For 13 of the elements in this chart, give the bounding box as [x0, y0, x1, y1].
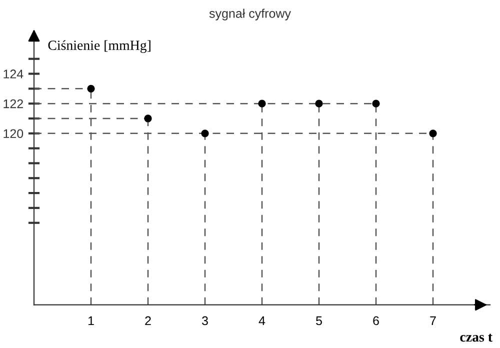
y-tick-label: 122 [4, 99, 23, 108]
x-tick-label: 6 [373, 316, 379, 326]
x-axis-title: czas t [460, 334, 492, 342]
x-tick-label: 4 [258, 316, 266, 326]
y-tick-label: 124 [4, 70, 24, 78]
x-tick-label: 1 [88, 316, 94, 326]
x-tick-label: 3 [202, 316, 208, 326]
x-tick-label: 7 [430, 316, 436, 326]
y-tick-label: 120 [4, 129, 24, 138]
y-axis-title: Ciśnienie [mmHg] [48, 40, 150, 53]
x-tick-label: 5 [316, 316, 322, 326]
chart-title: sygnał cyfrowy [209, 8, 291, 20]
x-tick-label: 2 [145, 316, 151, 326]
